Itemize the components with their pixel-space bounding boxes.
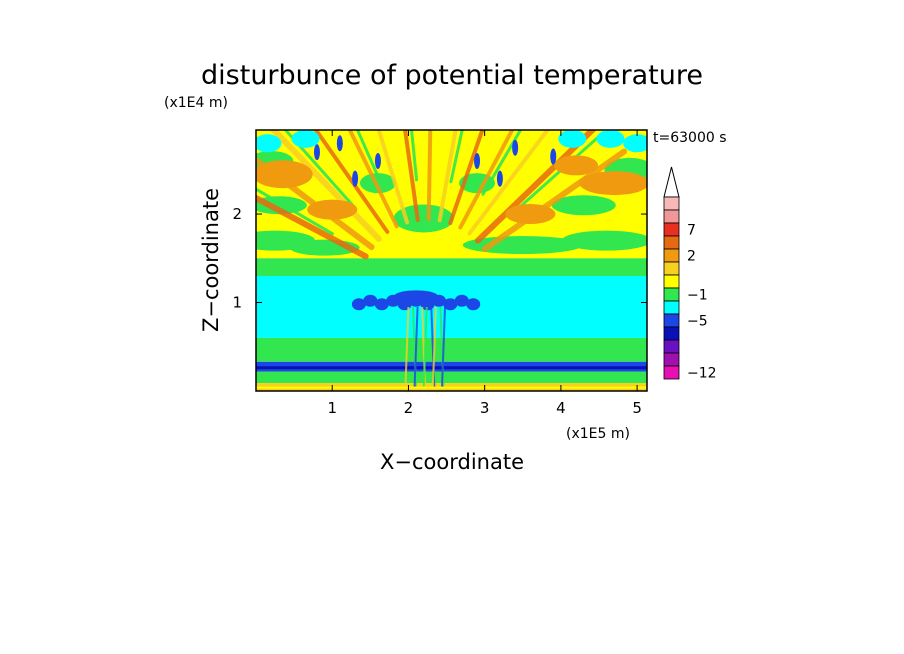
field-ray-green bbox=[508, 134, 601, 218]
field-ray bbox=[426, 130, 433, 222]
field-orange-patch bbox=[554, 155, 599, 176]
field-central-streak bbox=[422, 306, 428, 387]
y-tick-label: 2 bbox=[232, 205, 242, 223]
colorbar-swatch bbox=[663, 326, 680, 341]
field-blue-cluster bbox=[374, 298, 389, 311]
field-cyan-oval bbox=[558, 130, 587, 148]
field-blue-streak bbox=[474, 152, 481, 169]
field-green-band bbox=[256, 258, 647, 276]
y-axis-label: Z−coordinate bbox=[199, 188, 223, 332]
time-label: t=63000 s bbox=[653, 130, 727, 146]
colorbar-swatch bbox=[663, 261, 680, 276]
field-ray bbox=[256, 156, 375, 251]
field-cyan-oval bbox=[291, 130, 320, 148]
colorbar-label: 7 bbox=[687, 223, 696, 239]
field-green-blob bbox=[359, 173, 396, 194]
chart-title: disturbunce of potential temperature bbox=[201, 60, 703, 91]
colorbar-swatch bbox=[663, 274, 680, 289]
field-central-streak bbox=[413, 306, 419, 387]
field-ray bbox=[347, 130, 399, 229]
field-ray bbox=[458, 130, 515, 230]
field-ray-green bbox=[410, 130, 419, 182]
field-blue-cluster bbox=[443, 298, 458, 311]
y-axis: 12 bbox=[232, 205, 647, 312]
field-navy-line bbox=[256, 366, 647, 370]
field-ray bbox=[481, 148, 628, 253]
field-cyan-oval bbox=[256, 134, 282, 153]
field-ray-green bbox=[449, 130, 464, 184]
field-central-streak bbox=[441, 306, 447, 387]
field-blue-streak bbox=[374, 152, 381, 169]
colorbar-swatch bbox=[663, 248, 680, 263]
y-tick-label: 1 bbox=[232, 294, 242, 312]
y-scale-label: (x1E4 m) bbox=[164, 95, 228, 111]
field-green-blob bbox=[561, 230, 647, 251]
field-central-streak bbox=[431, 306, 437, 387]
colorbar-swatch bbox=[663, 365, 680, 380]
field-green-blob bbox=[551, 195, 616, 216]
x-tick-label: 2 bbox=[404, 399, 414, 417]
field-orange-patch bbox=[307, 199, 358, 220]
field-blue-streak bbox=[313, 144, 320, 161]
field-blue-streak bbox=[352, 170, 359, 187]
x-scale-label: (x1E5 m) bbox=[566, 426, 630, 442]
colorbar-label: 2 bbox=[687, 249, 696, 265]
colorbar-label: −5 bbox=[687, 314, 708, 330]
field-ray-green bbox=[256, 187, 335, 236]
field-blue-streak bbox=[496, 170, 503, 187]
colorbar-swatch bbox=[663, 352, 680, 367]
field-orange-patch bbox=[505, 204, 556, 225]
field-orange-patch bbox=[256, 160, 313, 189]
field-ray bbox=[376, 130, 410, 225]
field-ray bbox=[467, 130, 551, 236]
colorbar: 7 2 −1 −5 −12 bbox=[663, 166, 717, 382]
field-blue-cluster bbox=[394, 290, 439, 303]
field-ray bbox=[313, 130, 390, 234]
x-axis-label: X−coordinate bbox=[380, 450, 524, 474]
field-blue-cluster bbox=[466, 298, 481, 311]
colorbar-swatch bbox=[663, 313, 680, 328]
field-ray-green bbox=[355, 130, 385, 191]
x-tick-label: 3 bbox=[480, 399, 490, 417]
field-ray-green bbox=[283, 130, 356, 209]
colorbar-swatch bbox=[663, 300, 680, 315]
field-cyan-oval bbox=[623, 134, 647, 153]
colorbar-extend-triangle bbox=[663, 166, 680, 198]
colorbar-swatch bbox=[663, 339, 680, 354]
field-ray bbox=[256, 194, 369, 260]
field-blue-streak bbox=[336, 135, 343, 152]
field-cyan-oval bbox=[596, 130, 625, 148]
field-ray bbox=[437, 130, 458, 223]
colorbar-label: −12 bbox=[687, 366, 717, 382]
colorbar-swatch bbox=[663, 287, 680, 302]
x-axis: 1 2 3 4 5 bbox=[327, 130, 642, 417]
field-surface-line bbox=[256, 386, 647, 389]
x-tick-label: 4 bbox=[556, 399, 566, 417]
field-orange-patch bbox=[579, 171, 647, 196]
colorbar-label: −1 bbox=[687, 288, 708, 304]
field-ray bbox=[269, 130, 382, 242]
field-blue-cluster bbox=[363, 294, 378, 307]
x-tick-label: 5 bbox=[632, 399, 642, 417]
field-green-band-lower bbox=[256, 337, 647, 362]
field-green-band-bottom bbox=[256, 371, 647, 384]
field-blue-streak bbox=[550, 148, 557, 165]
field-blue-cluster bbox=[454, 294, 469, 307]
field-green-blob bbox=[393, 204, 454, 233]
colorbar-swatch bbox=[663, 196, 680, 211]
plot-frame bbox=[255, 129, 648, 392]
colorbar-swatch bbox=[663, 209, 680, 224]
colorbar-swatch bbox=[663, 222, 680, 237]
field-blue-cluster bbox=[351, 298, 366, 311]
heatmap-field bbox=[256, 130, 647, 391]
field-blue-streak bbox=[512, 139, 519, 156]
colorbar-swatch bbox=[663, 235, 680, 250]
field-ray bbox=[403, 130, 420, 222]
field-ray bbox=[448, 130, 485, 226]
x-tick-label: 1 bbox=[327, 399, 337, 417]
field-central-streak bbox=[404, 306, 410, 387]
